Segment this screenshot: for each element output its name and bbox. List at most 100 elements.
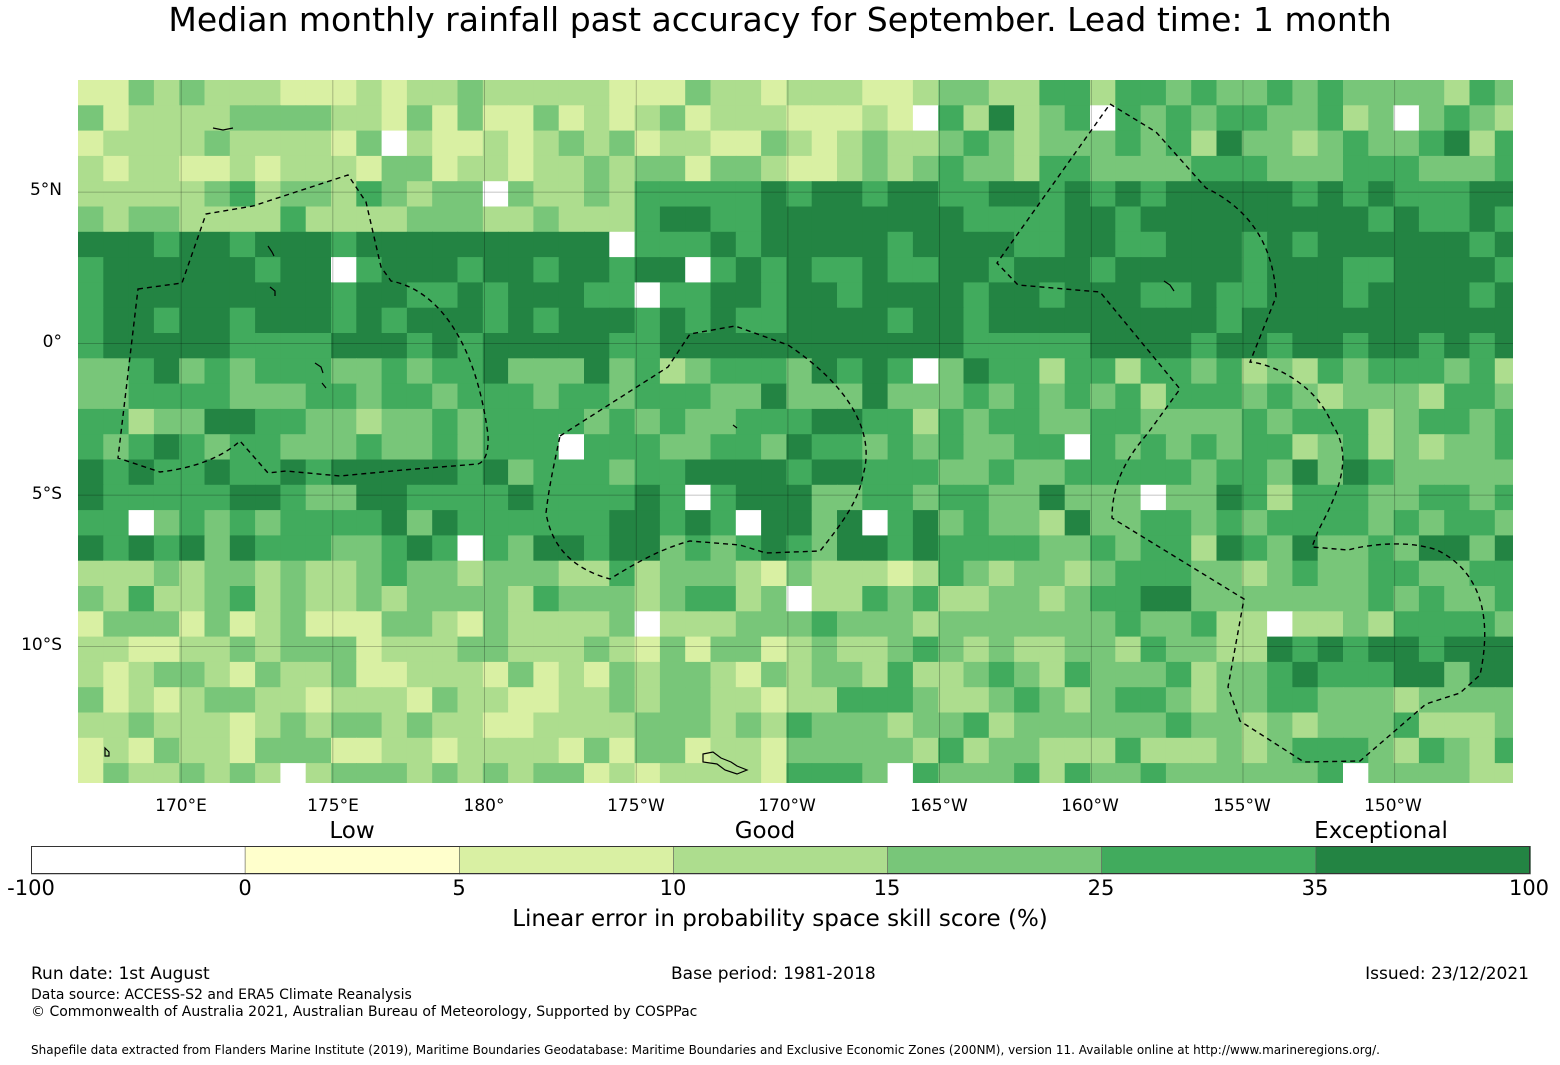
skill-cell [1241, 636, 1268, 663]
skill-cell [103, 586, 130, 612]
skill-cell [837, 484, 863, 511]
skill-cell [179, 408, 206, 435]
skill-cell [912, 307, 939, 334]
skill-cell [710, 231, 737, 258]
skill-cell [1393, 763, 1420, 783]
skill-cell [255, 257, 281, 283]
skill-cell [1165, 307, 1192, 334]
skill-cell [432, 231, 459, 258]
skill-cell [331, 661, 357, 688]
skill-cell [331, 434, 357, 461]
skill-cell [685, 181, 712, 208]
skill-cell [786, 257, 813, 283]
skill-cell [1469, 282, 1496, 309]
skill-cell [584, 560, 610, 587]
skill-cell [1165, 484, 1192, 511]
skill-cell [710, 510, 737, 536]
skill-cell [432, 484, 459, 511]
skill-cell [1140, 155, 1167, 182]
skill-cell [1368, 80, 1395, 106]
skill-cell [558, 257, 585, 283]
skill-cell [1292, 712, 1319, 739]
skill-cell [1014, 206, 1040, 233]
skill-cell [634, 257, 661, 283]
skill-cell [938, 611, 965, 638]
skill-cell [1418, 661, 1445, 688]
skill-cell [786, 560, 813, 587]
skill-cell [659, 307, 686, 334]
skill-cell [1241, 484, 1268, 511]
skill-cell [634, 586, 661, 612]
skill-cell [761, 661, 787, 688]
skill-cell [761, 510, 787, 536]
skill-cell [204, 105, 231, 132]
lon-label-150w: 150°W [1364, 796, 1422, 816]
skill-cell [1115, 408, 1142, 435]
skill-cell [659, 383, 686, 410]
skill-cell [103, 510, 130, 536]
skill-cell [1368, 181, 1395, 208]
skill-cell [280, 257, 307, 283]
skill-cell [862, 408, 889, 435]
skill-cell [887, 383, 914, 410]
skill-cell [1090, 130, 1116, 157]
skill-cell [938, 459, 965, 486]
skill-cell [1191, 737, 1218, 764]
skill-cell [103, 661, 130, 688]
skill-cell [1014, 105, 1040, 132]
skill-cell [761, 155, 787, 182]
skill-cell [406, 307, 433, 334]
skill-cell [685, 661, 712, 688]
skill-cell [1090, 459, 1116, 486]
skill-cell [1090, 611, 1116, 638]
skill-cell [558, 181, 585, 208]
skill-cell [634, 687, 661, 714]
skill-cell [1418, 408, 1445, 435]
skill-cell [1444, 383, 1471, 410]
skill-cell [1064, 383, 1091, 410]
skill-cell [558, 611, 585, 638]
skill-cell [1165, 459, 1192, 486]
skill-cell [938, 257, 965, 283]
skill-cell [229, 408, 256, 435]
skill-cell [533, 231, 560, 258]
colorbar-label-good: Good [734, 818, 796, 844]
skill-cell [634, 155, 661, 182]
skill-cell [1469, 484, 1496, 511]
skill-cell [153, 510, 180, 536]
skill-cell [912, 105, 939, 132]
colorbar-tick: 15 [873, 876, 901, 900]
skill-cell [179, 586, 206, 612]
skill-cell [128, 586, 155, 612]
skill-cell [710, 181, 737, 208]
colorbar-tick: 5 [452, 876, 466, 900]
skill-cell [1393, 181, 1420, 208]
skill-cell [1418, 282, 1445, 309]
skill-cell [1064, 510, 1091, 536]
skill-cell [938, 307, 965, 334]
skill-cell [938, 105, 965, 132]
skill-cell [811, 358, 838, 385]
skill-cell [1469, 155, 1496, 182]
skill-cell [584, 383, 610, 410]
skill-cell [1418, 80, 1445, 106]
skill-cell [837, 257, 863, 283]
skill-cell [1241, 560, 1268, 587]
skill-cell [584, 687, 610, 714]
skill-cell [862, 661, 889, 688]
skill-cell [331, 737, 357, 764]
skill-cell [1039, 763, 1066, 783]
skill-cell [204, 333, 231, 359]
skill-cell [887, 130, 914, 157]
skill-cell [1241, 661, 1268, 688]
skill-cell [1014, 661, 1040, 688]
skill-cell [1165, 611, 1192, 638]
skill-cell [103, 434, 130, 461]
skill-cell [78, 307, 104, 334]
skill-cell [1140, 434, 1167, 461]
skill-cell [1393, 408, 1420, 435]
skill-cell [1494, 307, 1513, 334]
skill-cell [1343, 586, 1369, 612]
skill-cell [255, 636, 281, 663]
skill-cell [280, 434, 307, 461]
